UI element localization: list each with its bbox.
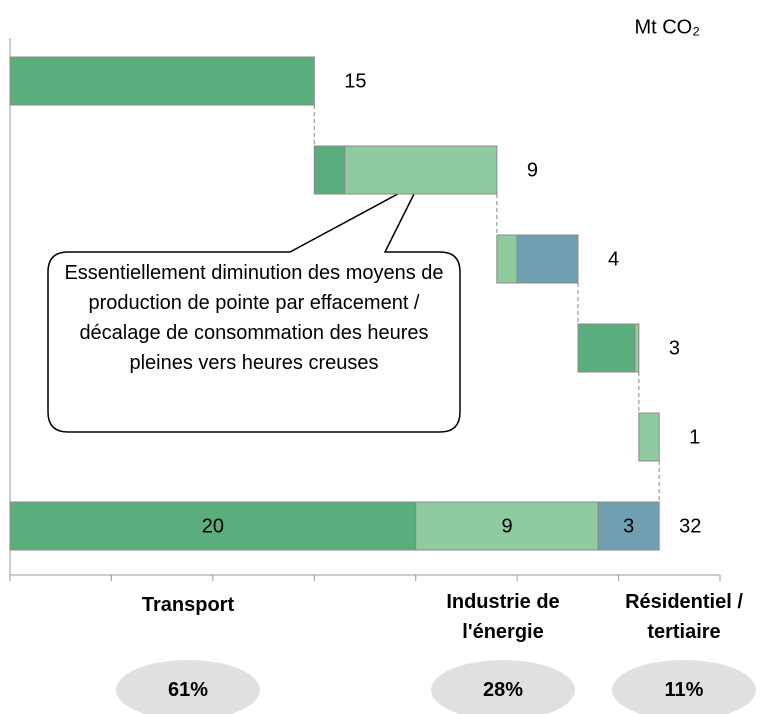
bar-segment — [415, 501, 599, 551]
bar-segment — [638, 412, 660, 462]
bar-segment — [313, 145, 346, 195]
unit-label: Mt CO₂ — [634, 16, 700, 38]
share-label: 61% — [167, 679, 209, 701]
share-label: 28% — [482, 679, 524, 701]
segment-label: 20 — [202, 515, 224, 537]
callout-text: Essentiellement diminution des moyens de… — [64, 262, 444, 374]
callout-bubble — [47, 180, 461, 433]
bar-segment — [634, 323, 640, 373]
bar-segment — [597, 501, 660, 551]
bar-segment — [496, 234, 518, 284]
category-label: Transport — [141, 594, 235, 616]
bar-segment — [516, 234, 579, 284]
share-badge — [612, 660, 756, 714]
total-label: 9 — [527, 159, 538, 181]
category-label: Résidentiel / tertiaire — [625, 591, 743, 643]
category-label: Industrie de l'énergie — [446, 591, 560, 643]
total-label: 32 — [679, 515, 701, 537]
total-label: 15 — [344, 70, 366, 92]
share-label: 11% — [664, 679, 704, 701]
total-label: 4 — [608, 248, 619, 270]
bar-segment — [344, 145, 498, 195]
total-label: 3 — [669, 337, 680, 359]
total-label: 1 — [689, 426, 700, 448]
bar-segment — [577, 323, 636, 373]
share-badge — [431, 660, 575, 714]
segment-label: 3 — [623, 515, 634, 537]
segment-label: 9 — [501, 515, 512, 537]
share-badge — [116, 660, 260, 714]
bar-segment — [9, 56, 315, 106]
bar-segment — [9, 501, 417, 551]
